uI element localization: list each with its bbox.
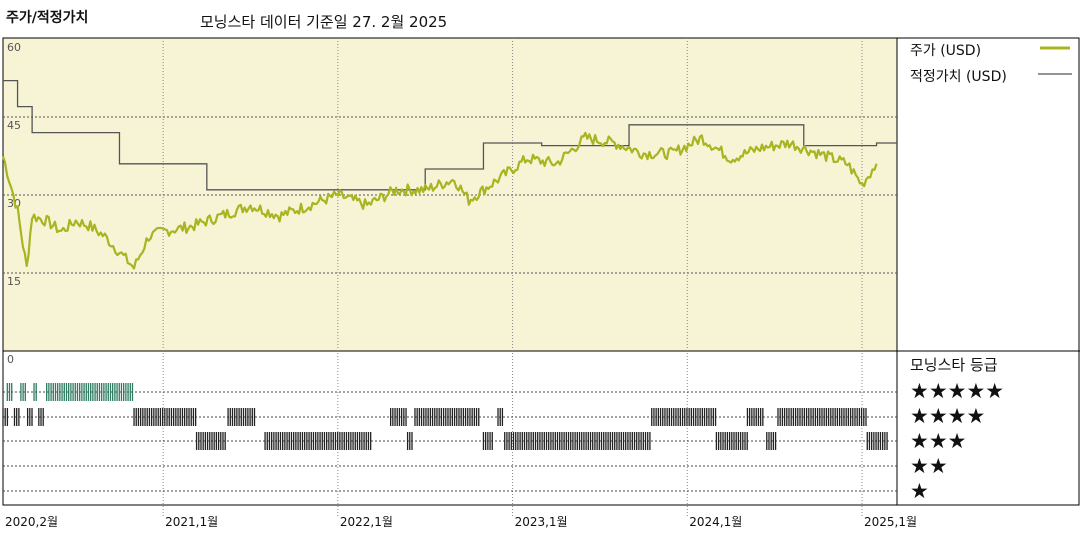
legend-rating: 모닝스타 등급 — [910, 354, 998, 375]
rating-row-5-stars: ★★★★★ — [910, 379, 1005, 403]
y-tick-label: 45 — [7, 119, 21, 132]
fair-value-line — [3, 79, 897, 191]
x-tick-label: 2023,1월 — [515, 515, 568, 529]
rating-row-2-stars: ★★ — [910, 454, 948, 478]
rating-row-3-stars: ★★★ — [910, 429, 967, 453]
price-line — [1, 131, 878, 270]
legend-fair-label: 적정가치 (USD) — [910, 69, 1007, 85]
legend-price: 주가 (USD) — [910, 40, 981, 60]
x-tick-label: 2020,2월 — [5, 515, 58, 529]
y-tick-label: 0 — [7, 353, 14, 366]
x-tick-label: 2021,1월 — [165, 515, 218, 529]
rating-row-1-stars: ★ — [910, 479, 929, 503]
chart-frame — [2, 37, 1080, 506]
x-tick-label: 2024,1월 — [689, 515, 742, 529]
y-tick-label: 60 — [7, 41, 21, 54]
x-tick-label: 2025,1월 — [864, 515, 917, 529]
rating-legend-label: 모닝스타 등급 — [910, 356, 998, 374]
legend-fair-value: 적정가치 (USD) — [910, 66, 1007, 86]
plot-background — [3, 38, 897, 351]
x-tick-label: 2022,1월 — [340, 515, 393, 529]
chart-title: 주가/적정가치 — [6, 10, 89, 26]
data-date-subtitle: 모닝스타 데이터 기준일 27. 2월 2025 — [200, 13, 448, 31]
legend-price-label: 주가 (USD) — [910, 43, 982, 59]
y-tick-label: 15 — [7, 275, 21, 288]
rating-row-4-stars: ★★★★ — [910, 404, 986, 428]
